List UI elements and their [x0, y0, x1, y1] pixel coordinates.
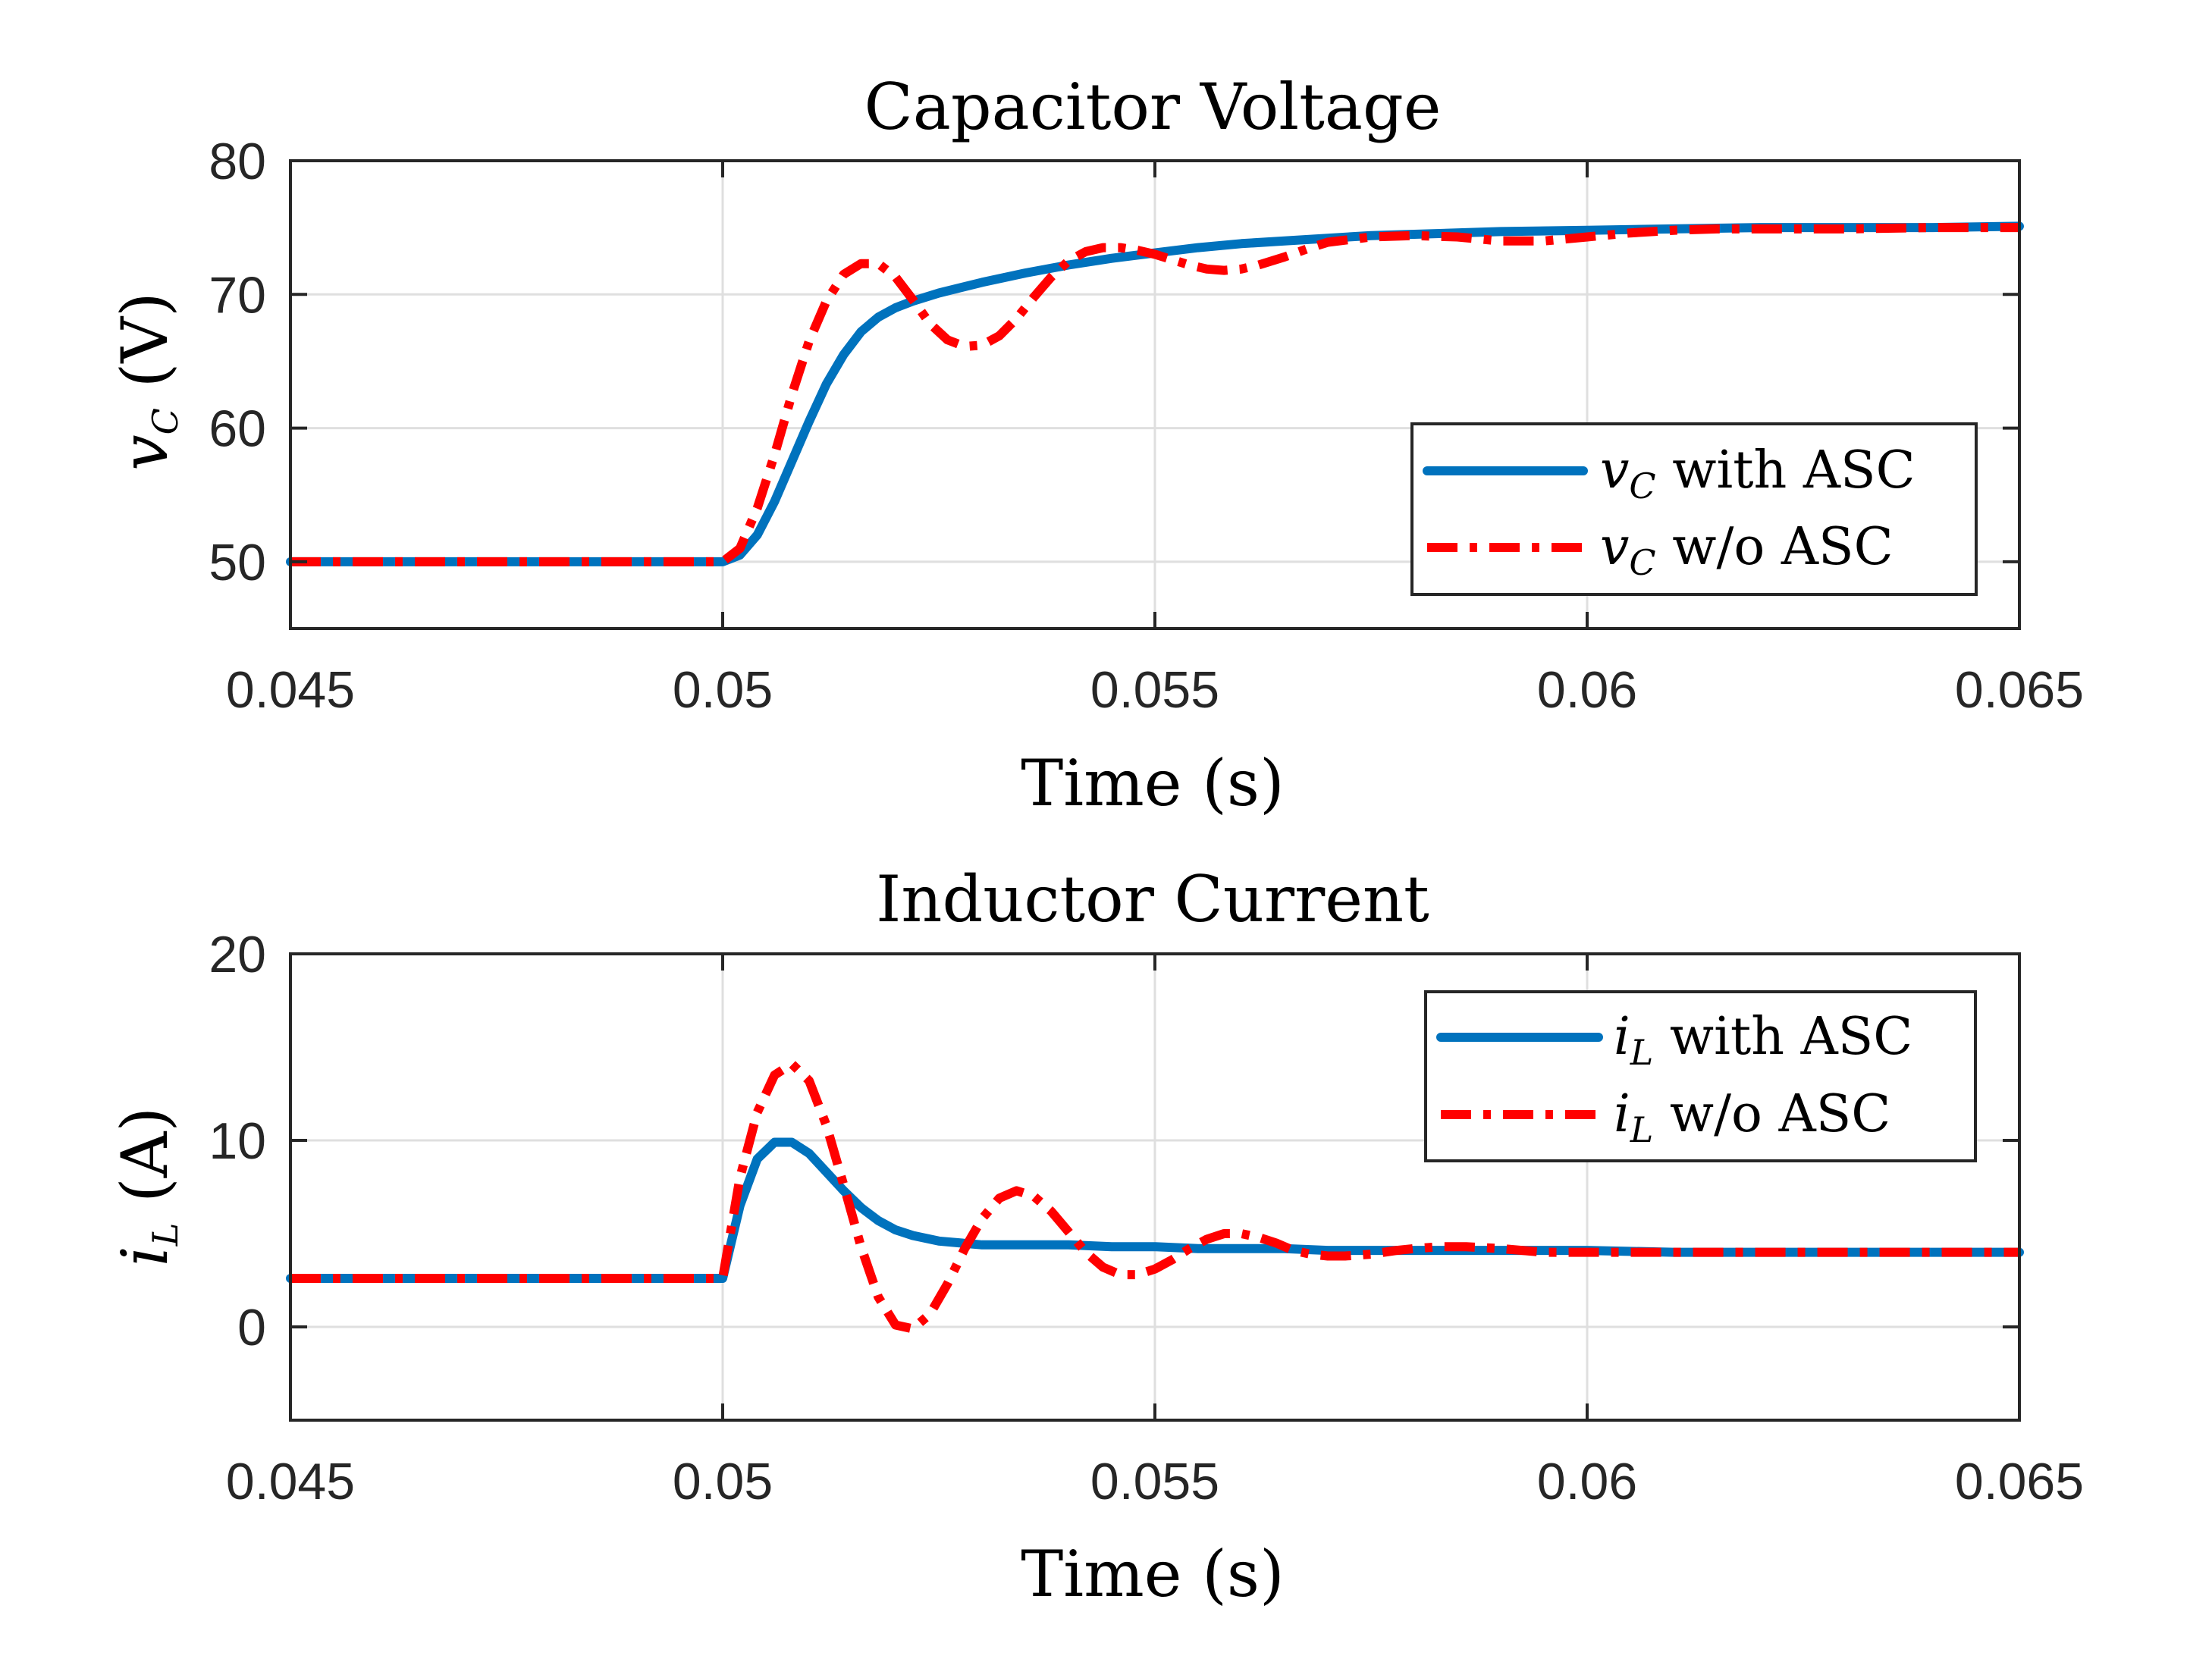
y-tick-label: 20: [209, 926, 266, 983]
x-tick-label: 0.05: [673, 661, 773, 719]
x-axis-label: Time (s): [1021, 746, 1285, 820]
series-group: [286, 1059, 2024, 1334]
legend-box: [1410, 422, 1978, 596]
chart-title: Inductor Current: [876, 862, 1429, 936]
y-axis-label: vC (V): [108, 292, 186, 471]
x-tick-label: 0.055: [1090, 1453, 1219, 1510]
legend-label-with-asc: iL with ASC: [1614, 1007, 1912, 1073]
x-tick-label: 0.065: [1955, 1453, 2084, 1510]
legend-label-without-asc: vC w/o ASC: [1600, 517, 1894, 583]
y-axis-label: iL (A): [108, 1107, 186, 1266]
x-tick-label: 0.06: [1537, 1453, 1637, 1510]
y-tick-label: 60: [209, 400, 266, 458]
legend: iL with ASC iL w/o ASC: [1424, 990, 1977, 1162]
legend-label-without-asc: iL w/o ASC: [1614, 1084, 1890, 1150]
series-line-without-asc: [290, 223, 2019, 566]
y-tick-labels: 50 60 70 80: [209, 133, 266, 591]
series-line-without-asc: [290, 1059, 2019, 1334]
x-tick-label: 0.045: [226, 1453, 355, 1510]
y-tick-label: 0: [237, 1299, 266, 1356]
legend-box: [1424, 990, 1977, 1162]
x-tick-label: 0.05: [673, 1453, 773, 1510]
inductor-current-chart: Inductor Current 0.045 0.05 0.055 0.06 0.065…: [108, 862, 2084, 1611]
x-tick-label: 0.065: [1955, 661, 2084, 719]
chart-title: Capacitor Voltage: [864, 70, 1441, 144]
x-tick-label: 0.06: [1537, 661, 1637, 719]
series-line-with-asc: [286, 221, 2024, 566]
x-tick-labels: 0.045 0.05 0.055 0.06 0.065: [226, 661, 2084, 719]
y-tick-label: 80: [209, 133, 266, 190]
y-tick-label: 70: [209, 266, 266, 324]
x-tick-label: 0.045: [226, 661, 355, 719]
y-tick-label: 10: [209, 1112, 266, 1170]
series-group: [286, 221, 2024, 566]
x-tick-label: 0.055: [1090, 661, 1219, 719]
x-axis-label: Time (s): [1021, 1537, 1285, 1611]
x-tick-labels: 0.045 0.05 0.055 0.06 0.065: [226, 1453, 2084, 1510]
legend: vC with ASC vC w/o ASC: [1410, 422, 1978, 596]
y-tick-label: 50: [209, 534, 266, 591]
tick-marks: [289, 952, 2021, 1420]
capacitor-voltage-chart: Capacitor Voltage 0.045 0.05 0.055 0.06 0.06…: [108, 70, 2084, 820]
legend-label-with-asc: vC with ASC: [1600, 441, 1915, 506]
y-tick-labels: 0 10 20: [209, 926, 266, 1356]
tick-marks: [289, 159, 2021, 629]
